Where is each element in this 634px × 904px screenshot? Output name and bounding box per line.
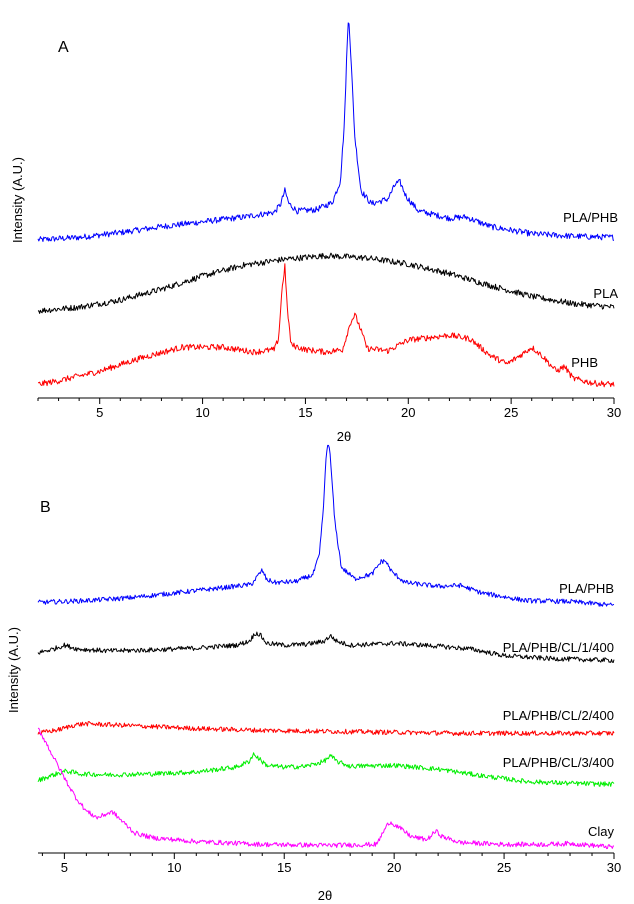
panel-b-tick-label-5: 5 (61, 860, 68, 875)
panel-b-label-cl1: PLA/PHB/CL/1/400 (503, 640, 614, 655)
panel-a-series-pla-phb (37, 22, 615, 242)
panel-b-tick-label-15: 15 (277, 860, 291, 875)
panel-b-tick-label-20: 20 (387, 860, 401, 875)
panel-b-tick-label-25: 25 (497, 860, 511, 875)
panel-b-ylabel: Intensity (A.U.) (6, 627, 21, 713)
panel-b-series-pla-phb-cl-3-400 (37, 752, 615, 787)
panel-b-series-clay (37, 727, 614, 850)
panel-b-series-pla-phb-cl-2-400 (37, 721, 615, 737)
panel-a-tick-label-20: 20 (401, 405, 415, 420)
panel-a-tick-label-5: 5 (96, 405, 103, 420)
panel-b-label: B (40, 499, 51, 516)
panel-a-label-phb: PHB (571, 355, 598, 370)
panel-b-tick-label-10: 10 (167, 860, 181, 875)
panel-b-xlabel: 2θ (318, 888, 332, 903)
panel-a-tick-label-25: 25 (504, 405, 518, 420)
panel-b-label-cl3: PLA/PHB/CL/3/400 (503, 755, 614, 770)
panel-a-chart: A Intensity (A.U.) 2θ PLA/PHB PLA PHB 5 1… (10, 22, 621, 444)
panel-b-label-pla-phb: PLA/PHB (559, 581, 614, 596)
panel-b-tick-label-30: 30 (607, 860, 621, 875)
panel-a-series-pla (37, 252, 615, 314)
panel-b-label-cl2: PLA/PHB/CL/2/400 (503, 708, 614, 723)
panel-b-chart: B Intensity (A.U.) 2θ PLA/PHB PLA/PHB/CL… (6, 444, 621, 903)
panel-b-label-clay: Clay (588, 824, 615, 839)
panel-a-label: A (58, 39, 69, 56)
panel-a-ylabel: Intensity (A.U.) (10, 157, 25, 243)
panel-a-tick-label-10: 10 (195, 405, 209, 420)
panel-a-series-phb (37, 263, 615, 388)
panel-a-label-pla-phb: PLA/PHB (563, 210, 618, 225)
panel-a-xlabel: 2θ (337, 429, 351, 444)
panel-a-tick-label-30: 30 (607, 405, 621, 420)
panel-b-series-pla-phb (37, 444, 615, 607)
panel-a-label-pla: PLA (593, 286, 618, 301)
panel-a-tick-label-15: 15 (298, 405, 312, 420)
panel-b-series-pla-phb-cl-1-400 (37, 631, 615, 664)
